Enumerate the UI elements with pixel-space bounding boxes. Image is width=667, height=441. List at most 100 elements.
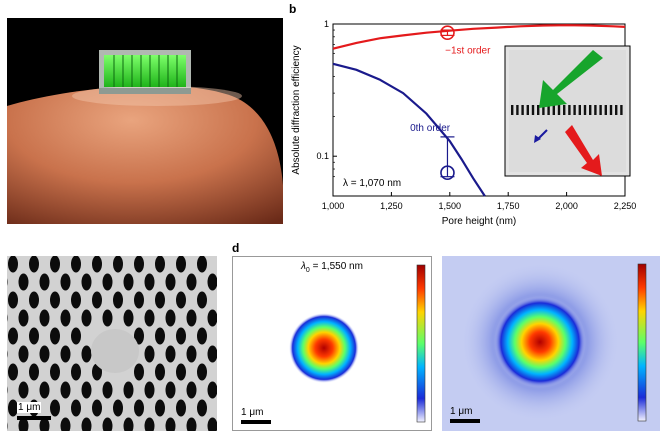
pore <box>81 309 92 327</box>
colorbar-d <box>416 264 426 423</box>
pore <box>155 363 165 381</box>
x-tick-label: 1,750 <box>497 201 520 211</box>
pore <box>197 291 207 309</box>
lambda-value: = 1,550 nm <box>309 261 363 272</box>
pore <box>29 363 39 381</box>
pore <box>207 345 217 363</box>
pore <box>60 417 71 431</box>
grating-pore <box>521 105 524 115</box>
incident-beam-arrow <box>539 50 603 108</box>
grating-pore <box>542 105 545 115</box>
grating-pore <box>537 105 540 115</box>
pore <box>39 381 50 399</box>
pore <box>165 345 176 363</box>
pore <box>207 417 217 431</box>
panel-a: a <box>7 18 283 224</box>
grating-pore <box>589 105 592 115</box>
pore <box>144 417 155 431</box>
pore <box>186 273 197 291</box>
grating-pore <box>583 105 587 115</box>
series-label-zeroth: 0th order <box>410 123 451 134</box>
pore <box>81 381 92 399</box>
device-photo <box>7 50 283 224</box>
pore <box>134 363 144 381</box>
pore <box>8 291 18 309</box>
pore <box>186 381 197 399</box>
series-minus-first-order <box>332 24 626 50</box>
pore <box>134 256 144 273</box>
pore <box>155 256 165 273</box>
pore <box>197 363 207 381</box>
pore <box>7 314 8 322</box>
pore <box>50 291 60 309</box>
pore <box>144 309 155 327</box>
pore <box>197 256 207 273</box>
colorbar-e <box>637 263 647 422</box>
panel-e: e <box>442 256 660 431</box>
pore <box>81 345 92 363</box>
defect-region <box>91 329 139 373</box>
scalebar-c <box>17 416 51 420</box>
pore <box>176 256 186 273</box>
wide-field-map <box>450 262 647 423</box>
grating-pore <box>573 105 576 115</box>
grating-pore <box>511 105 514 115</box>
x-tick-label: 1,500 <box>439 201 462 211</box>
pore <box>81 273 92 291</box>
x-tick-label: 2,000 <box>555 201 578 211</box>
pore <box>113 291 123 309</box>
pore <box>71 363 81 381</box>
pore <box>7 278 8 286</box>
series-zeroth-order <box>332 62 486 197</box>
pore <box>165 381 176 399</box>
pore <box>165 309 176 327</box>
pore <box>29 256 39 273</box>
diffracted-beam-arrow <box>565 125 602 176</box>
pore <box>60 309 71 327</box>
wavelength-annotation: λ = 1,070 nm <box>343 178 401 189</box>
scalebar-d <box>241 420 271 424</box>
pore <box>176 363 186 381</box>
pore <box>207 273 217 291</box>
series-label-minus-first: −1st order <box>445 45 491 56</box>
grating-pore <box>557 105 561 115</box>
scalebar-label-c: 1 μm <box>17 402 42 413</box>
grating-pore <box>531 105 535 115</box>
pore <box>8 256 18 273</box>
fingertip <box>7 85 283 224</box>
pore <box>50 256 60 273</box>
pore <box>155 399 165 417</box>
grating-pore <box>516 105 519 115</box>
pore <box>18 273 29 291</box>
grating-pore <box>526 105 529 115</box>
pore <box>113 256 123 273</box>
pore <box>92 399 102 417</box>
pore <box>7 386 8 394</box>
lambda-subscript: 0 <box>305 267 310 274</box>
pore <box>123 273 134 291</box>
scalebar-e <box>450 419 480 423</box>
measured-point-minus-first <box>440 25 455 40</box>
pore <box>39 417 50 431</box>
pore <box>71 291 81 309</box>
pore <box>165 417 176 431</box>
pore <box>71 256 81 273</box>
pore <box>18 381 29 399</box>
panel-b: b Absolute diffraction efficiency Pore h… <box>285 0 667 232</box>
pore <box>186 417 197 431</box>
pore <box>123 417 134 431</box>
pore <box>165 273 176 291</box>
panel-label-b: b <box>289 2 297 16</box>
pore <box>18 345 29 363</box>
pore <box>8 399 18 417</box>
x-axis-label: Pore height (nm) <box>442 216 516 227</box>
scalebar-label-d: 1 μm <box>241 407 264 418</box>
panel-c: c 1 μm <box>7 256 217 431</box>
pore <box>39 309 50 327</box>
pore <box>207 381 217 399</box>
pore <box>197 327 207 345</box>
pore <box>60 381 71 399</box>
pore <box>29 327 39 345</box>
x-tick-label: 1,250 <box>380 201 403 211</box>
grating-pore <box>620 105 623 115</box>
